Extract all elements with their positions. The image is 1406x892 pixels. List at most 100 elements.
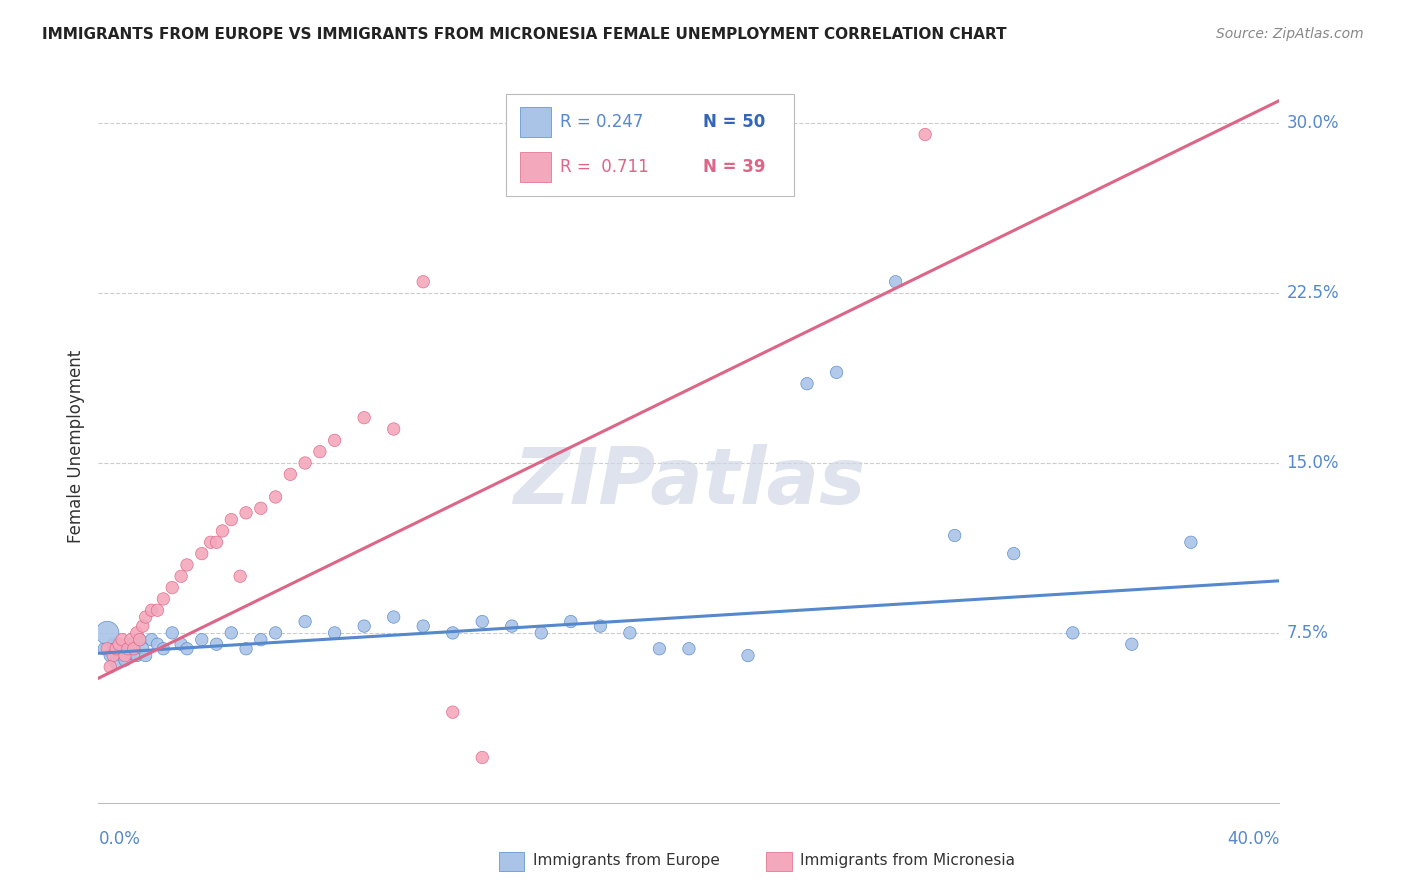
Point — [412, 619, 434, 633]
Point — [560, 615, 582, 629]
Point — [1180, 535, 1202, 549]
Point — [264, 626, 287, 640]
Point — [294, 456, 316, 470]
Text: 0.0%: 0.0% — [98, 830, 141, 847]
Point — [125, 648, 148, 663]
Text: 40.0%: 40.0% — [1227, 830, 1279, 847]
Point — [250, 632, 273, 647]
Point — [441, 626, 464, 640]
Point — [619, 626, 641, 640]
Point — [122, 641, 145, 656]
Point — [176, 558, 198, 572]
Point — [191, 632, 214, 647]
Point — [825, 365, 848, 379]
Point — [152, 591, 174, 606]
Point — [146, 603, 169, 617]
Point — [111, 632, 134, 647]
Text: Immigrants from Micronesia: Immigrants from Micronesia — [800, 854, 1015, 868]
Text: R = 0.247: R = 0.247 — [560, 113, 643, 131]
Point — [135, 610, 157, 624]
Text: N = 39: N = 39 — [703, 158, 765, 176]
Point — [103, 648, 125, 663]
Point — [141, 632, 163, 647]
Point — [96, 641, 118, 656]
Point — [323, 626, 346, 640]
Point — [98, 648, 121, 663]
Point — [170, 637, 193, 651]
Point — [264, 490, 287, 504]
Point — [353, 410, 375, 425]
Point — [211, 524, 233, 538]
Point — [170, 569, 193, 583]
Point — [1062, 626, 1084, 640]
Text: 15.0%: 15.0% — [1286, 454, 1339, 472]
Point — [120, 646, 142, 660]
Point — [128, 632, 150, 647]
Point — [105, 641, 128, 656]
Point — [191, 547, 214, 561]
Point — [162, 626, 183, 640]
Point — [111, 648, 134, 663]
Point — [122, 641, 145, 656]
Point — [162, 581, 183, 595]
Point — [219, 513, 242, 527]
Point — [235, 506, 257, 520]
Point — [678, 641, 700, 656]
Point — [200, 535, 222, 549]
Text: N = 50: N = 50 — [703, 113, 765, 131]
Point — [323, 434, 346, 448]
Point — [105, 656, 128, 670]
Point — [114, 653, 136, 667]
Point — [219, 626, 242, 640]
Point — [530, 626, 553, 640]
Point — [589, 619, 612, 633]
Text: IMMIGRANTS FROM EUROPE VS IMMIGRANTS FROM MICRONESIA FEMALE UNEMPLOYMENT CORRELA: IMMIGRANTS FROM EUROPE VS IMMIGRANTS FRO… — [42, 27, 1007, 42]
Point — [176, 641, 198, 656]
Point — [1121, 637, 1143, 651]
Text: Immigrants from Europe: Immigrants from Europe — [533, 854, 720, 868]
Point — [141, 603, 163, 617]
Point — [103, 637, 125, 651]
Point — [412, 275, 434, 289]
Point — [914, 128, 936, 142]
Point — [501, 619, 523, 633]
Point — [205, 535, 228, 549]
Text: ZIPatlas: ZIPatlas — [513, 443, 865, 520]
Point — [205, 637, 228, 651]
Point — [96, 626, 118, 640]
Point — [1002, 547, 1025, 561]
Point — [441, 705, 464, 719]
Point — [235, 641, 257, 656]
Point — [796, 376, 818, 391]
Point — [294, 615, 316, 629]
Point — [114, 648, 136, 663]
Y-axis label: Female Unemployment: Female Unemployment — [66, 350, 84, 542]
Point — [98, 660, 121, 674]
Point — [250, 501, 273, 516]
Point — [737, 648, 759, 663]
Point — [108, 641, 131, 656]
Point — [382, 422, 405, 436]
Point — [146, 637, 169, 651]
Text: 7.5%: 7.5% — [1286, 624, 1329, 642]
Point — [943, 528, 966, 542]
Point — [125, 626, 148, 640]
Text: R =  0.711: R = 0.711 — [560, 158, 648, 176]
Point — [135, 648, 157, 663]
Point — [648, 641, 671, 656]
Text: Source: ZipAtlas.com: Source: ZipAtlas.com — [1216, 27, 1364, 41]
Point — [471, 615, 494, 629]
Point — [132, 619, 155, 633]
Point — [471, 750, 494, 764]
Point — [93, 641, 115, 656]
Text: 30.0%: 30.0% — [1286, 114, 1339, 132]
Point — [117, 637, 139, 651]
Point — [382, 610, 405, 624]
Point — [229, 569, 252, 583]
Point — [108, 637, 131, 651]
Point — [309, 444, 332, 458]
Point — [278, 467, 302, 482]
Point — [132, 641, 155, 656]
Point — [117, 641, 139, 656]
Point — [353, 619, 375, 633]
